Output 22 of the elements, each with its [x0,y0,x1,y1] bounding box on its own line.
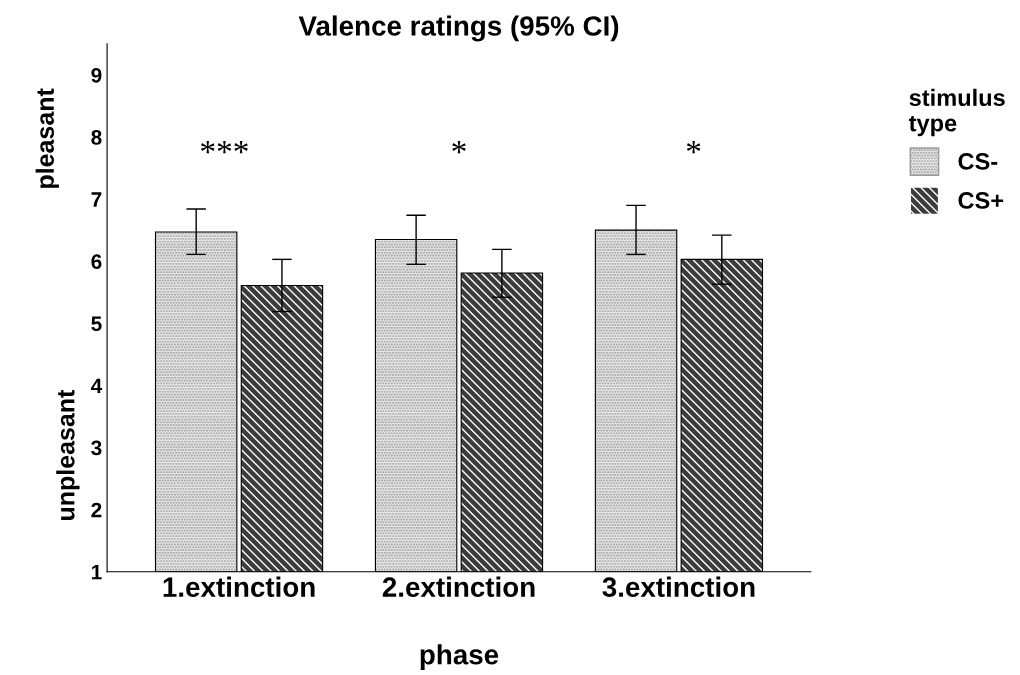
y-tick-label: 5 [91,316,102,332]
annotation: *** [201,140,248,154]
x-tick-label: 2.extinction [382,576,535,597]
y-axis-title: unpleasant [56,389,80,521]
x-tick-label: 1.extinction [163,576,315,597]
y-tick-label: 9 [91,67,102,83]
y-tick-label: 3 [91,440,102,456]
chart-title: Valence ratings (95% CI) [298,15,619,42]
legend-label: CS+ [958,192,1004,209]
text: pleasant [35,88,59,188]
y-tick-label: 2 [91,502,102,518]
annotation: * [452,140,466,154]
y-tick-label: 8 [91,130,102,145]
y-tick-label: 7 [91,192,102,207]
y-tick-label: 1 [91,564,102,580]
legend-label: CS- [958,153,998,170]
annotation: * [686,140,701,154]
y-tick-label: 6 [91,254,102,269]
x-axis-title: phase [420,644,499,671]
y-tick-label: 4 [90,378,103,393]
x-tick-label: 3.extinction [602,576,755,598]
legend-title: stimulus type [908,88,1005,137]
